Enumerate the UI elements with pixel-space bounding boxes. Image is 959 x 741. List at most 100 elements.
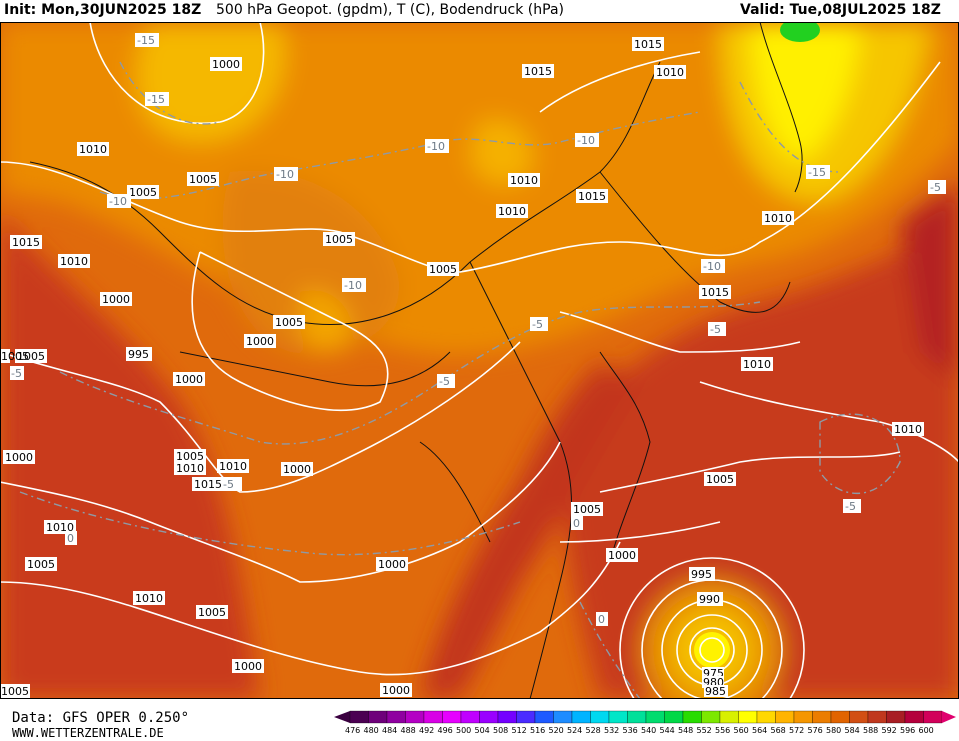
temperature-label: -15	[135, 33, 159, 47]
colorbar-tick-label: 488	[401, 726, 416, 735]
colorbar-swatch	[460, 710, 480, 724]
isotherm-line	[119, 61, 221, 125]
isobar-label: 1010	[133, 591, 165, 605]
colorbar-tick-label: 600	[919, 726, 934, 735]
isobar-label: 1010	[496, 204, 528, 218]
isobar-line	[0, 441, 561, 583]
data-source: Data: GFS OPER 0.250°	[12, 710, 190, 726]
svg-text:1000: 1000	[175, 373, 203, 386]
isobar-label: 1015	[576, 189, 608, 203]
isobar-label: 1005	[196, 605, 228, 619]
svg-text:-5: -5	[223, 478, 234, 491]
isobar-line	[539, 51, 701, 113]
high-ne-core	[750, 22, 860, 162]
colorbar-swatch	[423, 710, 443, 724]
svg-text:1005: 1005	[429, 263, 457, 276]
temperature-label: 0	[596, 612, 608, 626]
colorbar-tick-label: 528	[586, 726, 601, 735]
svg-text:-10: -10	[109, 195, 127, 208]
colorbar-swatch	[497, 710, 517, 724]
mid-center-orange	[222, 170, 400, 354]
svg-text:1010: 1010	[135, 592, 163, 605]
isobar-labels: 1000 1015 1010 1010 1015 1010 1005 1005 …	[0, 37, 924, 698]
isobar-lines	[0, 21, 959, 741]
isobar-label: 1000	[210, 57, 242, 71]
isobar-ring	[619, 557, 805, 741]
svg-text:-10: -10	[276, 168, 294, 181]
temperature-label: -10	[107, 194, 131, 208]
svg-text:1015: 1015	[12, 236, 40, 249]
svg-text:-10: -10	[703, 260, 721, 273]
isobar-label: 1005	[323, 232, 355, 246]
isobar-label: 1005	[25, 557, 57, 571]
colorbar-swatch	[738, 710, 758, 724]
header-bar: Init: Mon,30JUN2025 18Z 500 hPa Geopot. …	[0, 0, 959, 22]
svg-text:1000: 1000	[246, 335, 274, 348]
temperature-label: -5	[928, 180, 946, 194]
svg-text:1010: 1010	[498, 205, 526, 218]
temperature-label: -10	[342, 278, 366, 292]
svg-text:0: 0	[67, 532, 74, 545]
svg-text:-15: -15	[147, 93, 165, 106]
isobar-label: 995	[689, 567, 715, 581]
colorbar-swatch	[571, 710, 591, 724]
isobar-line	[599, 451, 901, 493]
isobar-line	[699, 381, 959, 463]
isobar-label: 985	[704, 685, 728, 698]
temperature-label: -5	[708, 322, 726, 336]
svg-text:-5: -5	[532, 318, 543, 331]
isotherm-line	[59, 301, 761, 445]
isobar-label: 1015	[522, 64, 554, 78]
svg-text:-5: -5	[930, 181, 941, 194]
isotherm-line	[19, 491, 521, 556]
colorbar-swatch	[830, 710, 850, 724]
colorbar-swatch	[664, 710, 684, 724]
svg-text:1015: 1015	[634, 38, 662, 51]
colorbar-swatch	[590, 710, 610, 724]
colorbar-tick-label: 484	[382, 726, 397, 735]
colorbar: 476 480 484 488 492 496 500 504 508 512 516 520 524 5…	[334, 710, 956, 735]
border-1	[179, 351, 451, 387]
colorbar-right-arrow	[942, 711, 956, 723]
isobar-line	[559, 311, 801, 353]
isobar-label: 1000	[376, 557, 408, 571]
colorbar-swatch	[553, 710, 573, 724]
temperature-label: -10	[575, 133, 599, 147]
isobar-label: 1005	[174, 449, 206, 463]
colorbar-tick-label: 520	[549, 726, 564, 735]
colorbar-swatch	[756, 710, 776, 724]
svg-text:-5: -5	[439, 375, 450, 388]
svg-text:1000: 1000	[234, 660, 262, 673]
isobar-label: 1010	[654, 65, 686, 79]
svg-text:-10: -10	[344, 279, 362, 292]
isobar-label: 1015	[699, 285, 731, 299]
isobar-line	[0, 61, 941, 273]
isobar-label: 1010	[174, 461, 206, 475]
isobar-label: 1000	[606, 548, 638, 562]
colorbar-tick-label: 476	[345, 726, 360, 735]
isobar-label: 1005	[0, 349, 29, 363]
colorbar-tick-label: 496	[438, 726, 453, 735]
colorbar-tick-label: 588	[863, 726, 878, 735]
isobar-label: 1015	[632, 37, 664, 51]
high-center	[470, 120, 533, 185]
website: WWW.WETTERZENTRALE.DE	[12, 726, 164, 740]
svg-text:1010: 1010	[764, 212, 792, 225]
svg-text:-5: -5	[710, 323, 721, 336]
green-patch	[780, 18, 820, 42]
svg-text:1005: 1005	[129, 186, 157, 199]
isobar-label: 1000	[3, 450, 35, 464]
temperature-label: -10	[701, 259, 725, 273]
svg-text:1005: 1005	[198, 606, 226, 619]
svg-text:1005: 1005	[573, 503, 601, 516]
colorbar-swatch	[349, 710, 369, 724]
colorbar-tick-label: 592	[882, 726, 897, 735]
colorbar-tick-label: 492	[419, 726, 434, 735]
isobar-label: 1000	[232, 659, 264, 673]
init-time: Init: Mon,30JUN2025 18Z	[4, 2, 202, 18]
colorbar-swatch	[793, 710, 813, 724]
deep-red-east	[900, 182, 959, 382]
svg-text:995: 995	[691, 568, 712, 581]
isobar-label: 1005	[0, 684, 30, 698]
temperature-labels: -15 -15 -10 -10 -10 -10 -10 -15 -5 -10 -…	[10, 33, 946, 626]
